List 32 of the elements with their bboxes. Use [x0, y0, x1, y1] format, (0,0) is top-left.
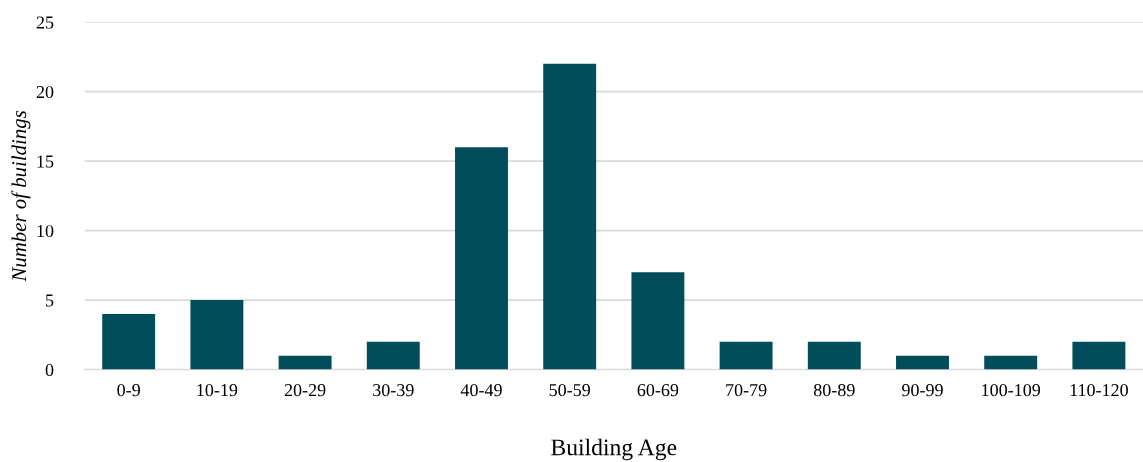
bar: [190, 300, 244, 370]
bar: [807, 341, 861, 370]
y-tick-label: 5: [46, 294, 54, 307]
bar: [719, 341, 773, 370]
bar: [896, 355, 949, 370]
bar: [543, 63, 597, 370]
x-tick-label: 0-9: [117, 384, 140, 397]
x-tick-label: 40-49: [460, 384, 502, 397]
bar: [278, 355, 332, 370]
x-tick-label: 100-109: [982, 384, 1041, 397]
y-tick-label: 15: [37, 155, 54, 168]
y-tick-label: 0: [45, 363, 54, 377]
y-tick-label: 20: [36, 85, 54, 99]
x-tick-label: 50-59: [549, 384, 591, 397]
x-tick-label: 90-99: [902, 384, 943, 397]
bar: [631, 272, 685, 370]
bar: [1072, 341, 1126, 370]
x-tick-label: 70-79: [726, 384, 767, 397]
bar: [366, 341, 420, 370]
x-axis-title: Building Age: [551, 438, 677, 461]
y-tick-label: 10: [37, 224, 54, 238]
bar: [455, 147, 508, 370]
x-tick-label: 110-120: [1070, 384, 1128, 397]
y-tick-label: 25: [36, 16, 54, 29]
x-tick-label: 20-29: [284, 384, 326, 397]
x-tick-label: 80-89: [813, 384, 855, 397]
x-tick-label: 30-39: [373, 384, 414, 397]
bar: [984, 355, 1038, 370]
y-axis-title: Number of buildings: [11, 110, 31, 282]
x-tick-label: 60-69: [637, 384, 679, 397]
bar: [102, 314, 156, 370]
x-tick-label: 10-19: [197, 384, 238, 397]
